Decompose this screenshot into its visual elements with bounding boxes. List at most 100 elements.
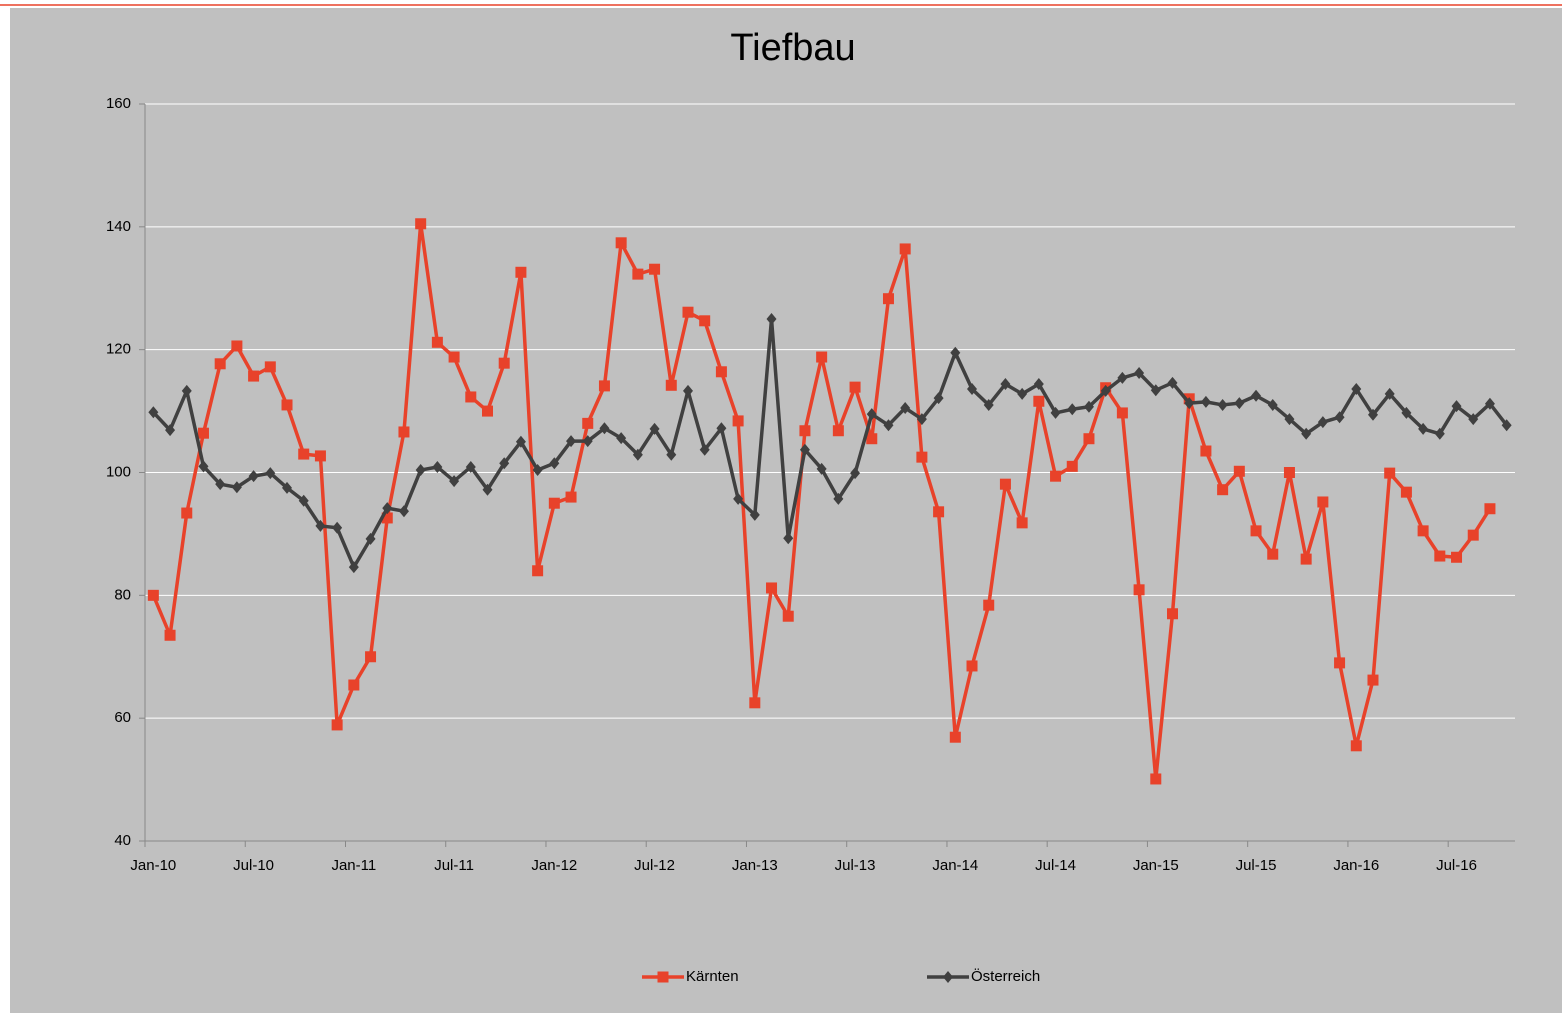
marker: [833, 492, 844, 505]
marker: [348, 561, 359, 574]
marker: [1167, 608, 1178, 620]
marker: [657, 971, 669, 983]
marker: [214, 358, 226, 370]
marker: [448, 351, 460, 363]
marker: [565, 491, 577, 503]
marker: [1434, 427, 1445, 440]
x-tick-label: Jul-11: [434, 857, 474, 874]
marker: [482, 405, 493, 417]
marker: [1367, 408, 1378, 421]
marker: [415, 218, 427, 230]
marker: [331, 719, 343, 731]
marker: [665, 379, 677, 391]
marker: [215, 478, 226, 491]
marker: [933, 506, 945, 518]
marker: [799, 443, 810, 456]
marker: [1317, 416, 1328, 429]
marker: [666, 448, 677, 461]
marker: [1351, 382, 1362, 395]
marker: [983, 599, 995, 611]
marker: [1100, 384, 1111, 397]
marker: [900, 402, 911, 415]
marker: [949, 731, 961, 743]
marker: [432, 460, 443, 473]
x-tick-label: Jan-14: [932, 857, 978, 874]
marker: [850, 467, 861, 480]
marker: [598, 380, 610, 392]
marker: [1401, 406, 1412, 419]
marker: [1317, 496, 1329, 508]
marker: [548, 497, 560, 509]
marker: [832, 425, 844, 437]
marker: [1384, 387, 1395, 400]
marker: [482, 483, 493, 496]
marker: [616, 432, 627, 445]
marker: [1418, 422, 1429, 435]
marker: [1417, 525, 1429, 537]
marker: [1033, 395, 1045, 407]
chart-title: Tiefbau: [730, 27, 855, 69]
marker: [766, 312, 777, 325]
marker: [1367, 674, 1379, 686]
marker: [1250, 525, 1262, 537]
marker: [282, 481, 293, 494]
marker: [532, 565, 544, 577]
marker: [1467, 529, 1479, 541]
marker: [699, 315, 711, 327]
marker: [1150, 384, 1161, 397]
marker: [431, 336, 443, 348]
marker: [332, 521, 343, 534]
x-tick-label: Jul-16: [1436, 857, 1477, 874]
marker: [816, 462, 827, 475]
marker: [1267, 398, 1278, 411]
marker: [716, 422, 727, 435]
marker: [365, 532, 376, 545]
marker: [1350, 740, 1362, 752]
marker: [1167, 376, 1178, 389]
marker: [1116, 407, 1128, 419]
marker: [248, 370, 260, 382]
x-tick-label: Jan-12: [531, 857, 577, 874]
marker: [165, 424, 176, 437]
marker: [1334, 657, 1346, 669]
marker: [398, 426, 410, 438]
marker: [966, 660, 978, 672]
marker: [398, 505, 409, 518]
marker: [265, 467, 276, 480]
marker: [231, 481, 242, 494]
marker: [1050, 406, 1061, 419]
marker: [181, 507, 193, 519]
y-tick-label: 60: [114, 709, 131, 726]
marker: [782, 610, 794, 622]
marker: [632, 448, 643, 461]
legend-label: Kärnten: [686, 968, 739, 985]
marker: [515, 435, 526, 448]
marker: [365, 651, 377, 663]
y-tick-label: 40: [114, 832, 131, 849]
marker: [1083, 433, 1095, 445]
series-line: [152, 317, 1509, 569]
marker: [933, 392, 944, 405]
marker: [599, 422, 610, 435]
marker: [1384, 467, 1396, 479]
marker: [382, 502, 393, 515]
marker: [465, 460, 476, 473]
y-tick-label: 80: [114, 586, 131, 603]
marker: [1267, 548, 1279, 560]
x-tick-label: Jan-15: [1133, 857, 1179, 874]
marker: [732, 415, 744, 427]
y-tick-label: 140: [106, 218, 131, 235]
marker: [248, 470, 259, 483]
marker: [1150, 773, 1162, 785]
marker: [866, 433, 878, 445]
marker: [197, 427, 209, 439]
x-tick-label: Jul-10: [233, 857, 274, 874]
marker: [198, 460, 209, 473]
marker: [1451, 551, 1463, 563]
marker: [1050, 470, 1062, 482]
marker: [1217, 398, 1228, 411]
x-tick-label: Jan-16: [1333, 857, 1379, 874]
marker: [498, 357, 510, 369]
marker: [615, 237, 627, 249]
